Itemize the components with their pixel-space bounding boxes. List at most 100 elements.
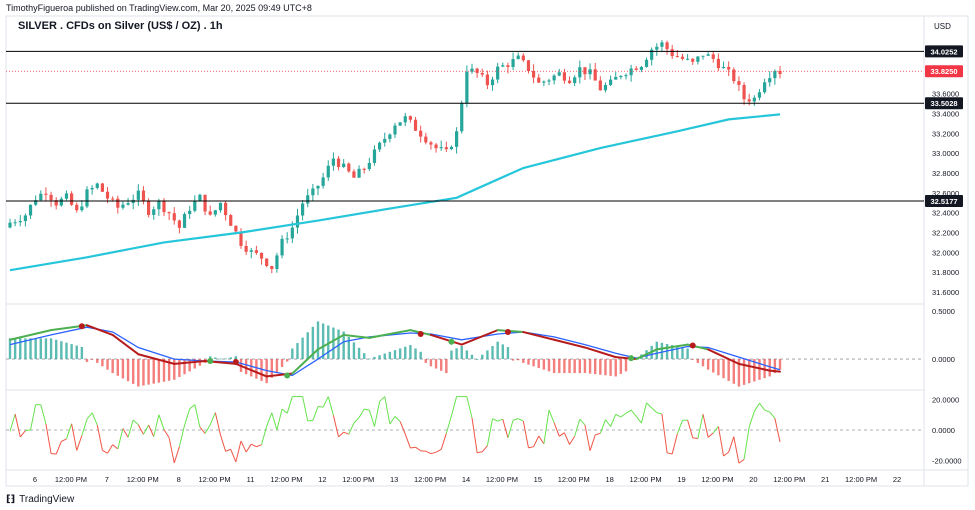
candle-body bbox=[773, 70, 777, 79]
time-tick-label: 19 bbox=[677, 475, 685, 484]
candle-body bbox=[111, 198, 115, 200]
macd-histogram-bar bbox=[270, 359, 273, 378]
macd-cross-marker bbox=[628, 355, 635, 362]
oscillator-segment bbox=[9, 413, 16, 432]
macd-histogram-bar bbox=[70, 344, 73, 360]
oscillator-segment bbox=[630, 409, 637, 417]
macd-histogram-bar bbox=[280, 359, 284, 367]
time-tick-label: 12:00 PM bbox=[342, 475, 374, 484]
oscillator-segment bbox=[148, 424, 155, 437]
oscillator-segment bbox=[404, 433, 411, 449]
time-tick-label: 7 bbox=[105, 475, 109, 484]
macd-histogram-bar bbox=[778, 359, 782, 370]
time-tick-label: 12:00 PM bbox=[486, 475, 518, 484]
tradingview-brand[interactable]: ⁅⁆ TradingView bbox=[6, 494, 74, 505]
macd-line-segment bbox=[768, 369, 781, 373]
candle-body bbox=[34, 200, 38, 205]
time-axis[interactable]: 6 12:00 PM 7 12:00 PM 8 12:00 PM 11 12:00 PM 12 1… bbox=[33, 475, 901, 484]
macd-histogram-bar bbox=[152, 359, 155, 384]
oscillator-segment bbox=[276, 408, 283, 431]
oscillator-segment bbox=[666, 452, 673, 455]
candle-body bbox=[367, 162, 371, 169]
candle-body bbox=[357, 168, 361, 178]
macd-tick-label: 0.0000 bbox=[932, 355, 955, 364]
oscillator-segment bbox=[230, 449, 237, 463]
macd-histogram-bar bbox=[291, 348, 294, 360]
macd-histogram-bar bbox=[547, 359, 551, 372]
price-tick-label: 31.6000 bbox=[932, 288, 959, 297]
candle-body bbox=[680, 56, 685, 59]
candle-body bbox=[95, 183, 99, 188]
candle-body bbox=[49, 194, 53, 201]
oscillator-segment bbox=[605, 419, 612, 427]
candle-body bbox=[757, 92, 762, 98]
price-tick-label: 33.2000 bbox=[932, 129, 959, 138]
macd-histogram-bar bbox=[624, 359, 628, 372]
macd-histogram-bar bbox=[49, 338, 53, 360]
oscillator-segment bbox=[440, 433, 447, 450]
candle-body bbox=[752, 97, 756, 102]
oscillator-segment bbox=[338, 431, 345, 438]
macd-histogram-bar bbox=[737, 359, 741, 387]
macd-histogram-bar bbox=[178, 359, 181, 377]
oscillator-segment bbox=[91, 412, 98, 426]
candle-body bbox=[511, 59, 515, 67]
oscillator-segment bbox=[209, 412, 216, 425]
candle-body bbox=[285, 238, 289, 240]
macd-histogram-bar bbox=[327, 325, 330, 360]
price-axis[interactable]: 34.0252 33.5028 32.5177 33.8250 31.6000 31.80… bbox=[925, 45, 963, 297]
currency-label[interactable]: USD bbox=[934, 22, 951, 31]
candle-body bbox=[105, 191, 110, 199]
moving-average-line bbox=[9, 113, 781, 272]
macd-histogram-bar bbox=[357, 347, 361, 360]
oscillator-segment bbox=[774, 418, 781, 442]
candle-body bbox=[347, 163, 351, 172]
candle-body bbox=[742, 84, 746, 100]
candle-body bbox=[434, 144, 438, 149]
oscillator-segment bbox=[168, 437, 175, 464]
time-tick-label: 12:00 PM bbox=[270, 475, 302, 484]
candle-body bbox=[275, 255, 279, 270]
macd-histogram-bar bbox=[599, 359, 602, 375]
macd-histogram-bar bbox=[712, 359, 715, 373]
candle-body bbox=[259, 252, 264, 259]
macd-cross-marker bbox=[78, 323, 85, 330]
oscillator-segment bbox=[512, 418, 519, 421]
candle-body bbox=[475, 68, 479, 73]
oscillator-segment bbox=[589, 434, 596, 451]
macd-histogram-bar bbox=[486, 350, 489, 360]
oscillator-segment bbox=[184, 408, 191, 426]
candle-body bbox=[532, 71, 536, 78]
macd-histogram-bar bbox=[568, 359, 571, 374]
oscillator-segment bbox=[635, 416, 642, 424]
macd-histogram-bar bbox=[229, 357, 232, 360]
candle-body bbox=[75, 204, 79, 211]
macd-histogram-bar bbox=[706, 359, 710, 370]
macd-histogram-bar bbox=[722, 359, 725, 379]
candle-body bbox=[44, 193, 48, 195]
time-tick-label: 14 bbox=[462, 475, 470, 484]
macd-histogram-bar bbox=[527, 359, 530, 365]
candle-body bbox=[8, 222, 12, 228]
oscillator-segment bbox=[517, 418, 524, 422]
macd-histogram-bar bbox=[491, 346, 494, 360]
oscillator-segment bbox=[466, 396, 473, 418]
macd-histogram-bar bbox=[496, 341, 499, 360]
candle-body bbox=[301, 203, 305, 216]
macd-histogram-bar bbox=[558, 359, 561, 374]
oscillator-segment bbox=[651, 407, 658, 414]
oscillator-segment bbox=[599, 419, 606, 434]
macd-line-segment bbox=[342, 333, 371, 339]
macd-histogram-bar bbox=[126, 359, 130, 382]
macd-histogram-bar bbox=[424, 359, 427, 363]
macd-histogram-bar bbox=[573, 359, 576, 374]
candle-body bbox=[162, 200, 166, 213]
time-tick-label: 12:00 PM bbox=[127, 475, 159, 484]
oscillator-pane: 20.0000 0.0000 -20.0000 bbox=[6, 396, 962, 465]
last-price-tag bbox=[925, 65, 963, 78]
oscillator-segment bbox=[96, 424, 103, 451]
candle-body bbox=[193, 201, 197, 211]
macd-histogram-bar bbox=[250, 359, 253, 377]
macd-histogram-bar bbox=[255, 359, 258, 379]
